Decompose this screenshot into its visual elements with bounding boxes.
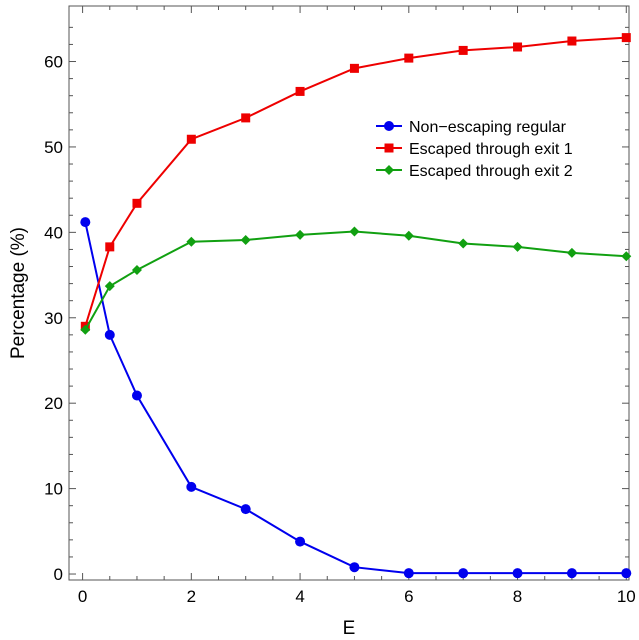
x-tick-label: 0 xyxy=(78,587,87,606)
x-tick-label: 10 xyxy=(617,587,636,606)
data-point xyxy=(131,264,142,275)
data-point xyxy=(132,198,142,208)
data-point xyxy=(403,568,414,579)
data-point xyxy=(104,329,115,340)
data-point xyxy=(458,45,468,55)
data-point xyxy=(404,53,414,63)
legend-item: Escaped through exit 2 xyxy=(376,163,573,180)
legend-label: Non−escaping regular xyxy=(409,119,567,136)
axis-ticks xyxy=(69,6,629,580)
data-point xyxy=(403,230,414,241)
data-point xyxy=(295,536,306,547)
x-tick-label: 6 xyxy=(404,587,413,606)
legend: Non−escaping regular Escaped through exit… xyxy=(376,119,573,180)
data-point xyxy=(621,568,632,579)
data-point xyxy=(566,247,577,258)
data-point xyxy=(458,238,469,249)
data-point xyxy=(105,242,115,252)
y-tick-label: 0 xyxy=(54,565,63,584)
data-point xyxy=(621,33,631,43)
data-point xyxy=(566,568,577,579)
legend-label: Escaped through exit 1 xyxy=(409,141,573,158)
legend-label: Escaped through exit 2 xyxy=(409,163,573,180)
series-line xyxy=(84,221,627,575)
data-point xyxy=(458,568,469,579)
data-point xyxy=(567,36,577,46)
y-tick-label: 10 xyxy=(44,480,63,499)
data-point xyxy=(104,281,115,292)
data-point xyxy=(186,236,197,247)
data-point xyxy=(80,217,91,228)
data-point xyxy=(240,235,251,246)
tick-labels: 0 2 4 6 8 10 0 10 20 30 40 50 60 xyxy=(44,53,636,606)
legend-item: Escaped through exit 1 xyxy=(376,141,573,158)
data-point xyxy=(186,134,196,144)
y-tick-label: 50 xyxy=(44,138,63,157)
legend-item: Non−escaping regular xyxy=(376,119,567,136)
series-line xyxy=(84,36,627,327)
x-tick-label: 8 xyxy=(513,587,522,606)
data-point xyxy=(513,42,523,52)
x-axis-label: E xyxy=(343,618,356,639)
x-tick-label: 4 xyxy=(295,587,304,606)
data-point xyxy=(186,481,197,492)
legend-marker xyxy=(384,165,394,175)
y-tick-label: 40 xyxy=(44,223,63,242)
data-point xyxy=(349,63,359,73)
data-point xyxy=(241,113,251,123)
data-point xyxy=(80,324,91,335)
y-axis-label: Percentage (%) xyxy=(8,227,29,359)
series-3 xyxy=(80,226,632,335)
data-point xyxy=(295,229,306,240)
data-point xyxy=(512,241,523,252)
y-tick-label: 30 xyxy=(44,309,63,328)
data-point xyxy=(131,390,142,401)
legend-marker xyxy=(384,121,394,131)
series-line xyxy=(84,230,627,331)
data-point xyxy=(349,226,360,237)
data-point xyxy=(295,86,305,96)
plot-frame xyxy=(68,5,630,581)
data-point xyxy=(621,251,632,262)
x-tick-label: 2 xyxy=(187,587,196,606)
series-1 xyxy=(80,217,632,579)
series-2 xyxy=(80,33,631,331)
series-layer xyxy=(80,33,632,579)
y-tick-label: 60 xyxy=(44,53,63,72)
legend-marker xyxy=(384,143,394,153)
data-point xyxy=(512,568,523,579)
y-tick-label: 20 xyxy=(44,394,63,413)
data-point xyxy=(240,504,251,515)
data-point xyxy=(349,562,360,573)
